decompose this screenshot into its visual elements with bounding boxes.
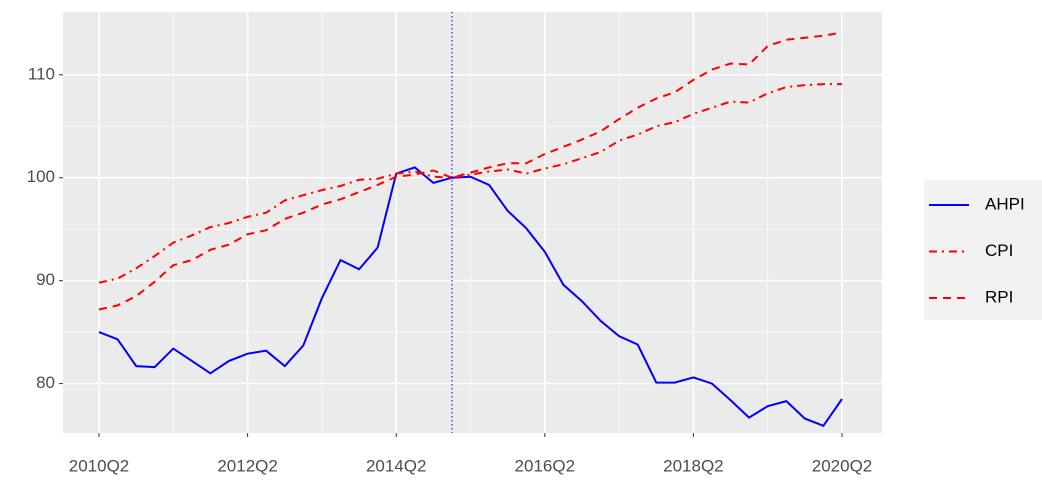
x-tick-label: 2018Q2	[663, 456, 724, 475]
x-tick-label: 2016Q2	[515, 456, 576, 475]
y-tick-label: 90	[36, 270, 55, 289]
x-tick-label: 2014Q2	[366, 456, 427, 475]
series-line	[98, 166, 843, 428]
legend-box	[924, 180, 1042, 320]
series-line	[98, 31, 843, 311]
y-tick-label: 80	[36, 373, 55, 392]
x-tick-label: 2010Q2	[69, 456, 130, 475]
legend-label: RPI	[985, 287, 1013, 306]
y-tick-label: 110	[28, 64, 55, 83]
x-tick-label: 2020Q2	[812, 456, 873, 475]
legend-label: AHPI	[985, 194, 1025, 213]
y-tick-label: 100	[27, 167, 55, 186]
panel	[63, 12, 882, 433]
x-tick-label: 2012Q2	[217, 456, 278, 475]
legend-label: CPI	[985, 241, 1013, 260]
